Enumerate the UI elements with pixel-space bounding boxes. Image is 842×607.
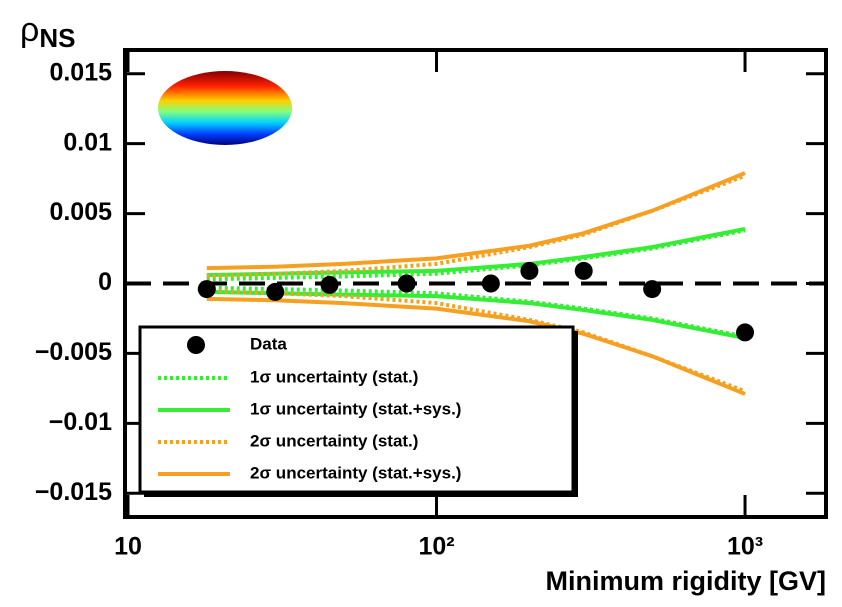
legend-label: 2σ uncertainty (stat.+sys.) — [250, 463, 461, 482]
data-point — [197, 280, 216, 299]
legend-label: Data — [250, 334, 287, 353]
y-axis-label: ρNS — [20, 11, 75, 53]
y-tick-label: −0.015 — [35, 478, 112, 506]
plot-frame — [123, 48, 828, 519]
legend-label: 2σ uncertainty (stat.) — [250, 431, 418, 450]
legend-label: 1σ uncertainty (stat.) — [250, 367, 418, 386]
band-line — [206, 228, 746, 282]
y-tick-label: 0.005 — [49, 198, 112, 226]
data-point — [320, 275, 339, 294]
y-tick-label: 0.01 — [63, 128, 112, 156]
data-point — [736, 323, 755, 342]
legend-shadow — [144, 492, 578, 497]
y-tick-label: −0.01 — [49, 408, 112, 436]
x-axis-label: Minimum rigidity [GV] — [546, 566, 827, 596]
band-line — [206, 173, 746, 279]
data-point — [481, 274, 500, 293]
data-point — [574, 261, 593, 280]
data-point — [520, 261, 539, 280]
y-tick-label: 0.015 — [49, 58, 112, 86]
color-ellipse — [158, 71, 292, 145]
band-line — [206, 296, 746, 396]
x-tick-label: 10 — [114, 533, 142, 561]
x-tick-label: 10³ — [727, 533, 763, 561]
y-tick-label: −0.005 — [35, 338, 112, 366]
data-point — [266, 282, 285, 301]
data-point — [397, 274, 416, 293]
legend-shadow — [573, 331, 578, 496]
band-line — [206, 171, 746, 271]
x-tick-label: 10² — [418, 533, 454, 561]
legend-label: 1σ uncertainty (stat.+sys.) — [250, 399, 461, 418]
y-tick-label: 0 — [98, 268, 112, 296]
band-line — [206, 285, 746, 339]
legend-marker — [187, 336, 205, 354]
data-point — [643, 280, 662, 299]
